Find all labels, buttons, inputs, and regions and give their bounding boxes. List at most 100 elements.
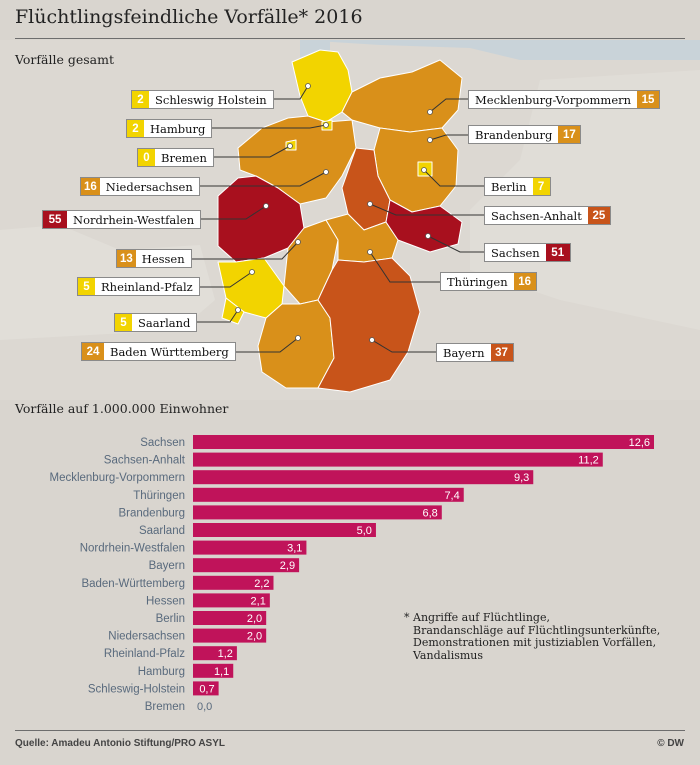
map-value: 5: [115, 314, 132, 331]
source-note: Quelle: Amadeu Antonio Stiftung/PRO ASYL: [15, 738, 225, 749]
bar-value-label: 2,9: [280, 560, 295, 572]
bar-category-label: Berlin: [156, 613, 185, 625]
bar: [193, 435, 654, 449]
map-value: 55: [43, 211, 67, 228]
bar: [193, 558, 300, 573]
map-label-niedersachsen: 16 Niedersachsen: [80, 177, 200, 196]
state-bayern: [317, 257, 421, 393]
bar-value-label: 1,1: [214, 666, 229, 678]
map-state-name: Sachsen: [491, 245, 540, 260]
bar: [193, 470, 534, 485]
bar-value-label: 2,0: [247, 613, 262, 625]
map-state-name: Baden Württemberg: [110, 344, 229, 359]
bar-category-label: Rheinland-Pfalz: [104, 648, 185, 660]
bar-category-label: Sachsen-Anhalt: [104, 455, 186, 467]
map-label-sachsen-anhalt: Sachsen-Anhalt 25: [484, 206, 611, 225]
map-value: 13: [117, 250, 136, 267]
map-label-sachsen: Sachsen 51: [484, 243, 571, 262]
map-state-name: Sachsen-Anhalt: [491, 208, 582, 223]
map-state-name: Niedersachsen: [105, 179, 193, 194]
map-label-bremen: 0 Bremen: [137, 148, 214, 167]
map-value: 2: [127, 120, 144, 137]
map-value: 7: [532, 178, 550, 195]
map-value: 51: [545, 244, 570, 261]
map-label-saarland: 5 Saarland: [114, 313, 198, 332]
bar-value-label: 7,4: [444, 490, 459, 502]
footnote-marker: *: [404, 611, 410, 624]
map-state-name: Berlin: [491, 179, 527, 194]
bar-value-label: 0,7: [199, 683, 214, 695]
map-state-name: Nordrhein-Westfalen: [73, 212, 195, 227]
bar-value-label: 0,0: [197, 701, 212, 713]
bar-category-label: Thüringen: [133, 490, 185, 502]
bar: [193, 646, 237, 661]
bar-value-label: 1,2: [218, 648, 233, 660]
map-value: 16: [81, 178, 100, 195]
map-value: 17: [558, 126, 581, 143]
bar-category-label: Bremen: [145, 701, 185, 713]
map-label-hessen: 13 Hessen: [116, 249, 192, 268]
bar: [193, 611, 267, 625]
state-thueringen: [325, 213, 399, 263]
map-state-name: Rheinland-Pfalz: [101, 279, 193, 294]
bar-category-label: Schleswig-Holstein: [88, 683, 185, 695]
map-state-name: Saarland: [138, 315, 191, 330]
footnote-text: Angriffe auf Flüchtlinge, Brandanschläge…: [413, 611, 661, 662]
map-value: 0: [138, 149, 155, 166]
map-label-berlin: Berlin 7: [484, 177, 551, 196]
map-state-name: Bremen: [161, 150, 207, 165]
footer-divider: [15, 730, 685, 731]
bar-value-label: 3,1: [287, 543, 302, 555]
bar-value-label: 2,1: [251, 595, 266, 607]
map-label-hamburg: 2 Hamburg: [126, 119, 213, 138]
bar-category-label: Niedersachsen: [108, 631, 185, 643]
map-value: 16: [513, 273, 536, 290]
map-state-name: Hessen: [141, 251, 185, 266]
footnote: * Angriffe auf Flüchtlinge, Brandanschlä…: [404, 611, 694, 662]
map-subtitle: Vorfälle gesamt: [15, 52, 114, 67]
map-state-name: Hamburg: [150, 121, 206, 136]
map-state-name: Brandenburg: [475, 127, 553, 142]
bar-category-label: Bayern: [149, 560, 185, 572]
map-value: 15: [637, 91, 660, 108]
bar: [193, 505, 442, 520]
bar: [193, 663, 234, 678]
bar: [193, 575, 274, 590]
map-label-schleswig-holstein: 2 Schleswig Holstein: [131, 90, 274, 109]
bar: [193, 487, 464, 502]
bar-value-label: 11,2: [578, 455, 599, 467]
bar: [193, 452, 603, 467]
credit-note: © DW: [657, 738, 684, 749]
map-value: 2: [132, 91, 149, 108]
map-label-baden-wuerttemberg: 24 Baden Württemberg: [81, 342, 236, 361]
bar-value-label: 12,6: [629, 437, 650, 449]
bar-value-label: 5,0: [357, 525, 372, 537]
map-value: 25: [587, 207, 610, 224]
bar-category-label: Nordrhein-Westfalen: [80, 543, 185, 555]
bar-category-label: Saarland: [139, 525, 185, 537]
map-value: 24: [82, 343, 104, 360]
map-label-bayern: Bayern 37: [436, 343, 514, 362]
bar: [193, 593, 270, 608]
bar-category-label: Hamburg: [138, 666, 185, 678]
bar-value-label: 6,8: [422, 507, 437, 519]
map-label-thueringen: Thüringen 16: [440, 272, 537, 291]
map-label-brandenburg: Brandenburg 17: [468, 125, 582, 144]
bar-category-label: Brandenburg: [119, 507, 186, 519]
bar: [193, 681, 219, 696]
bar-value-label: 9,3: [514, 472, 529, 484]
map-state-name: Thüringen: [447, 274, 508, 289]
map-state-name: Schleswig Holstein: [155, 92, 267, 107]
page-title: Flüchtlingsfeindliche Vorfälle* 2016: [15, 6, 363, 28]
map-label-nordrhein-westfalen: 55 Nordrhein-Westfalen: [42, 210, 202, 229]
map-value: 37: [490, 344, 513, 361]
bar-value-label: 2,2: [254, 578, 269, 590]
title-divider: [15, 38, 685, 39]
map-label-rheinland-pfalz: 5 Rheinland-Pfalz: [77, 277, 200, 296]
map-state-name: Mecklenburg-Vorpommern: [475, 92, 632, 107]
bar-category-label: Baden-Württemberg: [81, 578, 185, 590]
chart-subtitle: Vorfälle auf 1.000.000 Einwohner: [15, 401, 229, 416]
bar-category-label: Mecklenburg-Vorpommern: [49, 472, 185, 484]
bar: [193, 628, 267, 643]
